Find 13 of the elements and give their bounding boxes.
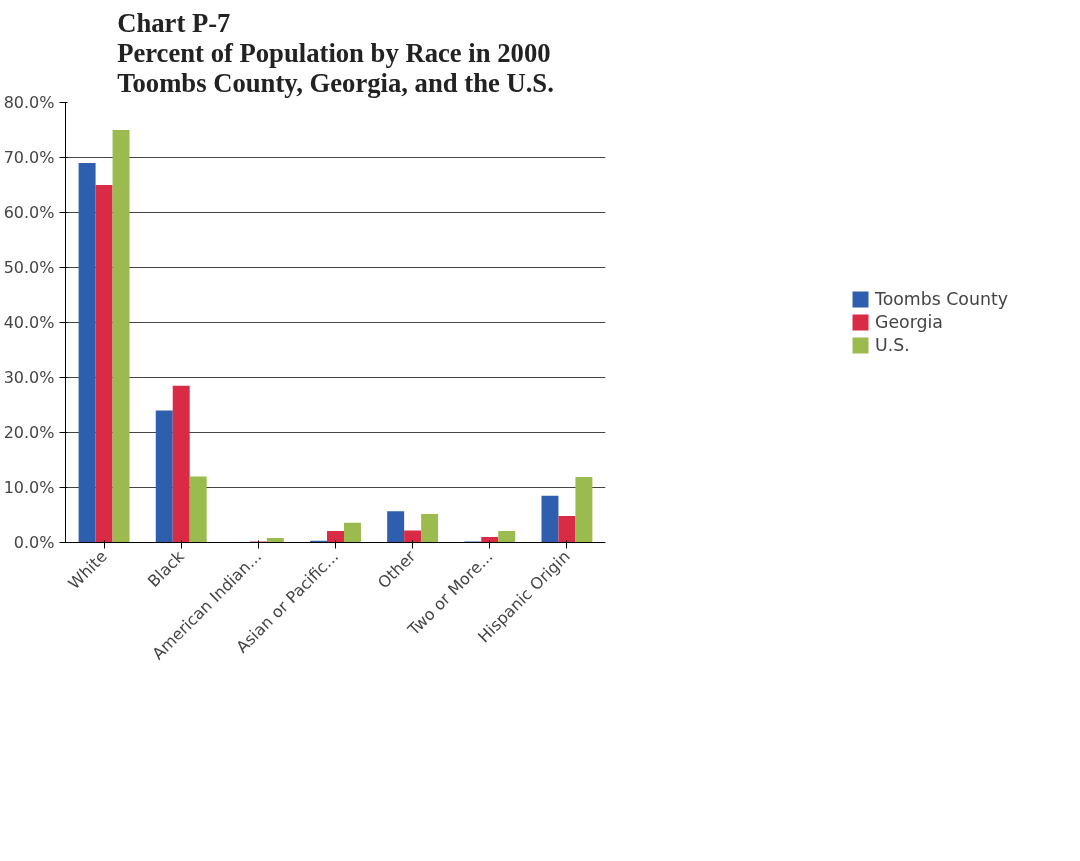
y-tick-label: 80.0% [3, 93, 55, 112]
legend-label: U.S. [875, 335, 910, 355]
y-tick-label: 0.0% [13, 533, 55, 552]
y-tick-label: 70.0% [3, 148, 55, 167]
y-tick-label: 50.0% [3, 258, 55, 277]
y-tick-label: 60.0% [3, 203, 55, 222]
y-tick-label: 30.0% [3, 368, 55, 387]
y-tick-label: 20.0% [3, 423, 55, 442]
legend-label: Toombs County [875, 289, 1008, 309]
legend-label: Georgia [875, 312, 943, 332]
y-tick-label: 40.0% [3, 313, 55, 332]
chart-title: Chart P-7 Percent of Population by Race in 2000 Toombs County, Georgia, and the U.S. [117, 7, 554, 98]
y-tick-label: 10.0% [3, 478, 55, 497]
